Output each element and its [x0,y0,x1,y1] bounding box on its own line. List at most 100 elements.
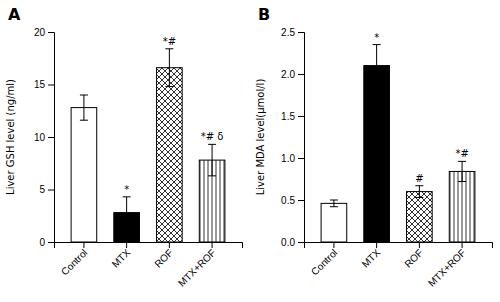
error-line [83,95,84,120]
annotation: # [415,173,423,184]
error-cap [415,185,423,186]
tick-label: 15 [34,79,46,90]
x-axis: Control MTX ROFMTX+ROF [55,242,243,289]
annotation: * [124,184,129,195]
error-cap [330,206,338,207]
tick-label: 1.0 [281,153,295,164]
tick-label: 0 [39,237,45,248]
tick-label: MTX+ROF [426,247,468,289]
tick-label: 10 [34,132,46,143]
error-bar [373,45,381,87]
error-bar [80,95,88,120]
error-bar [208,144,216,176]
tick-label: Control [59,247,90,278]
x-tick: MTX [360,242,383,270]
error-cap [415,197,423,198]
tick-mark [48,137,54,138]
error-bar [458,161,466,181]
tick-label: 2.5 [281,27,295,38]
y-tick: 1.5 [281,111,304,122]
tick-mark [376,242,377,248]
y-tick: 0.0 [281,237,304,248]
y-tick: 1.0 [281,153,304,164]
tick-label: MTX [110,247,133,270]
error-cap [165,48,173,49]
error-bar [165,49,173,87]
error-line [462,161,463,181]
tick-mark [169,242,170,248]
error-cap [123,228,131,229]
y-tick: 2.0 [281,69,304,80]
tick-label: ROF [152,247,175,270]
chart: 05101520ControlMTXROFMTX+ROF**#*# δLiver… [0,0,500,302]
tick-label: 20 [34,27,46,38]
tick-label: MTX [360,247,383,270]
tick-mark [298,116,304,117]
error-bar [415,186,423,198]
error-cap [123,196,131,197]
y-axis: 0.0 0.5 1.0 1.5 2.0 2.5 [281,27,304,248]
error-line [333,200,334,207]
y-axis-title: Liver MDA level(μmol/l) [255,79,266,196]
tick-label: 0.0 [281,237,295,248]
x-tick: ROF [402,242,425,270]
bar [364,66,390,242]
panel: 0.00.51.01.52.02.5ControlMTXROFMTX+ROF*#… [255,5,493,289]
error-bar [330,200,338,207]
y-tick: 10 [34,132,54,143]
tick-label: 1.5 [281,111,295,122]
error-line [376,45,377,87]
tick-mark [48,242,54,243]
tick-mark [126,242,127,248]
tick-mark [48,85,54,86]
error-cap [80,95,88,96]
y-axis: 0 5 10 15 20 [34,27,55,248]
y-tick: 0 [39,237,54,248]
error-line [126,197,127,229]
error-cap [458,181,466,182]
tick-mark [298,158,304,159]
error-cap [373,86,381,87]
x-tick: MTX+ROF [176,242,218,289]
error-cap [80,120,88,121]
tick-mark [212,242,213,248]
tick-label: Control [309,247,340,278]
x-tick: Control [309,242,340,278]
axis-line [298,33,305,243]
axis-line [55,243,243,249]
y-tick: 15 [34,79,54,90]
error-cap [330,200,338,201]
annotations: * *# *# δ [124,36,223,195]
annotations: *#*# [374,32,469,184]
annotation: *# [455,148,468,159]
tick-mark [298,200,304,201]
y-tick: 2.5 [281,27,304,38]
annotation: *# δ [201,131,224,142]
tick-label: ROF [402,247,425,270]
bar [449,171,475,242]
tick-mark [462,242,463,248]
tick-label: MTX+ROF [176,247,218,289]
panel: 05101520ControlMTXROFMTX+ROF**#*# δLiver… [5,5,243,289]
tick-mark [298,242,304,243]
y-tick: 20 [34,27,54,38]
y-tick: 0.5 [281,195,304,206]
panel-label: A [8,5,21,24]
error-bar [123,197,131,229]
error-line [419,186,420,198]
error-cap [458,161,466,162]
bar [71,108,97,242]
tick-mark [298,32,304,33]
error-line [169,49,170,87]
tick-mark [333,242,334,248]
annotation: * [374,32,379,43]
plot-area [321,45,475,242]
x-tick: Control [59,242,90,278]
error-cap [165,86,173,87]
annotation: *# [163,36,176,47]
tick-mark [298,74,304,75]
tick-label: 5 [39,184,45,195]
error-cap [208,144,216,145]
tick-label: 2.0 [281,69,295,80]
error-line [212,144,213,176]
